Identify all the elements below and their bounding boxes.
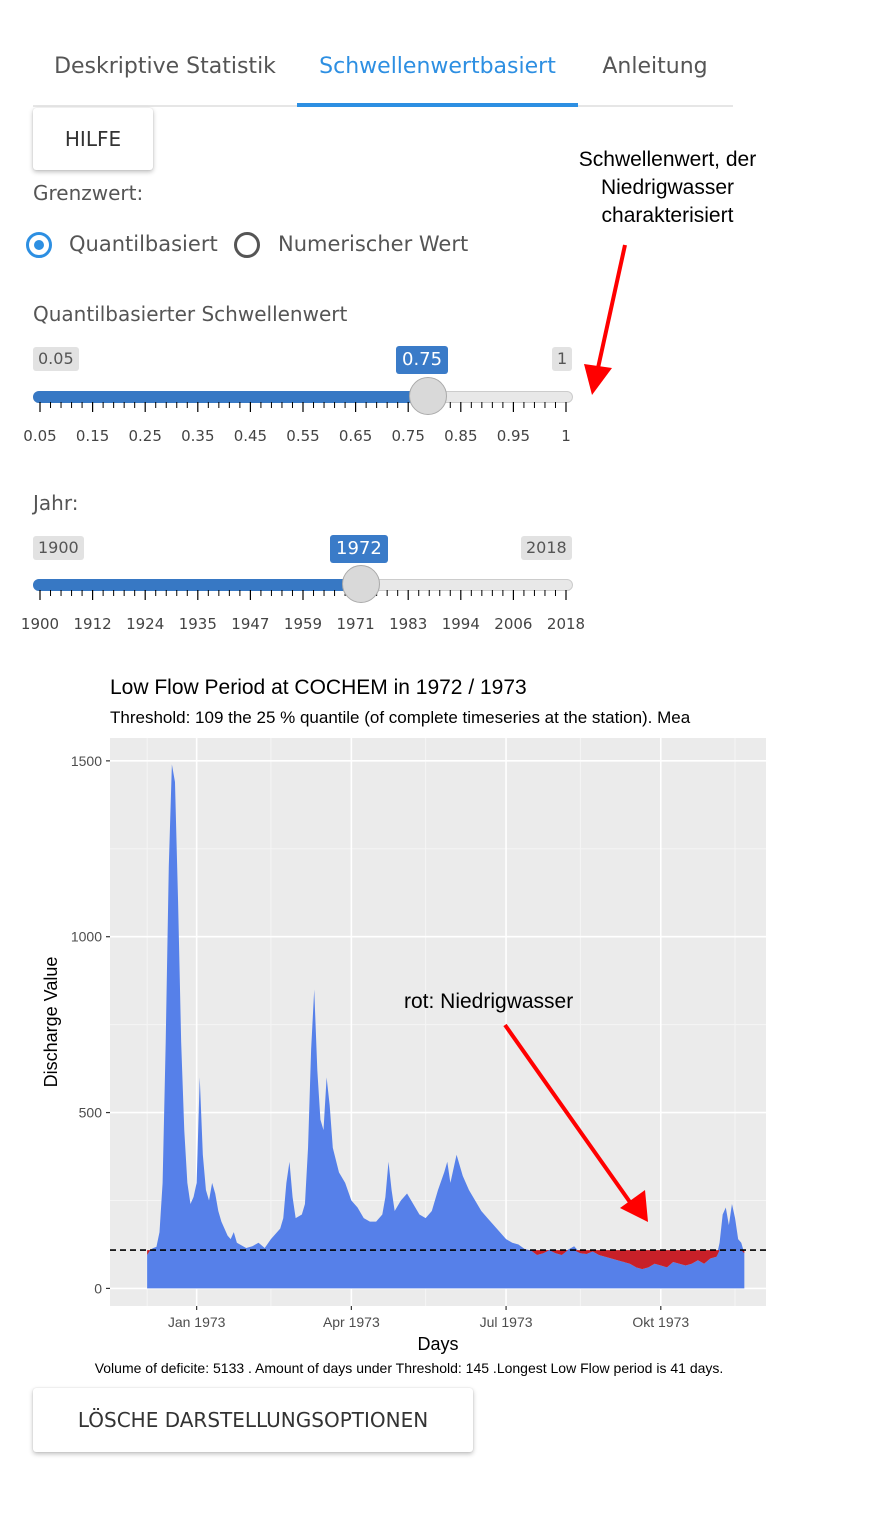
stats-caption: Volume of deficite: 5133 . Amount of day…	[94, 1360, 724, 1376]
y-tick-label: 2006	[494, 615, 533, 633]
quantile-slider-ticks	[39, 402, 567, 412]
low-water-annotation: rot: Niedrigwasser	[404, 990, 573, 1013]
y-tick-label: 0	[94, 1280, 102, 1296]
deficit-area	[147, 1250, 745, 1270]
y-tick-label: 2018	[546, 615, 586, 633]
year-slider-max: 2018	[521, 536, 572, 560]
radio-quantile[interactable]	[26, 232, 52, 258]
radio-quantile-label[interactable]: Quantilbasiert	[69, 232, 218, 256]
x-tick-label: Apr 1973	[323, 1314, 380, 1330]
y-tick-label: 1971	[336, 615, 375, 633]
threshold-annotation: Schwellenwert, der Niedrigwasser charakt…	[578, 148, 757, 227]
y-tick-label: 1900	[20, 615, 60, 633]
chart-title: Low Flow Period at COCHEM in 1972 / 1973	[110, 676, 527, 699]
y-tick-label: 1000	[71, 929, 102, 945]
q-tick-label: 0.35	[181, 427, 215, 445]
y-tick-label: 1994	[441, 615, 480, 633]
quantile-slider-label: Quantilbasierter Schwellenwert	[33, 302, 348, 326]
q-tick-label: 0.15	[75, 427, 110, 445]
year-slider-label: Jahr:	[33, 491, 79, 515]
quantile-slider-value: 0.75	[396, 346, 449, 374]
threshold-annotation-arrow	[584, 244, 627, 395]
year-slider-min: 1900	[33, 536, 84, 560]
y-tick-label: 1947	[231, 615, 270, 633]
radio-numeric[interactable]	[234, 232, 260, 258]
low-flow-chart: Low Flow Period at COCHEM in 1972 / 1973…	[41, 676, 766, 1354]
tab-threshold-based[interactable]: Schwellenwertbasiert	[319, 54, 556, 79]
q-tick-label: 1	[561, 427, 571, 445]
q-tick-label: 0.25	[128, 427, 162, 445]
x-axis-label: Days	[417, 1334, 458, 1354]
q-tick-label: 0.85	[444, 427, 478, 445]
low-water-annotation-arrowhead	[620, 1190, 648, 1222]
q-tick-label: 0.45	[233, 427, 268, 445]
q-tick-label: 0.65	[338, 427, 373, 445]
chart-subtitle: Threshold: 109 the 25 % quantile (of com…	[110, 708, 691, 727]
y-tick-label: 500	[79, 1105, 103, 1121]
help-button[interactable]: HILFE	[33, 108, 153, 170]
q-tick-label: 0.05	[23, 427, 57, 445]
q-tick-label: 0.75	[391, 427, 425, 445]
q-tick-label: 0.95	[496, 427, 531, 445]
quantile-slider-min: 0.05	[33, 347, 79, 371]
quantile-slider-max: 1	[552, 347, 573, 371]
tab-instructions[interactable]: Anleitung	[602, 54, 708, 79]
q-tick-label: 0.55	[286, 427, 320, 445]
y-axis-label: Discharge Value	[41, 957, 61, 1088]
y-tick-label: 1924	[126, 615, 165, 633]
low-water-annotation-arrow	[503, 1023, 634, 1207]
discharge-area	[147, 764, 745, 1289]
y-tick-label: 1935	[178, 615, 217, 633]
radio-numeric-label[interactable]: Numerischer Wert	[278, 232, 469, 256]
x-tick-label: Jan 1973	[168, 1314, 226, 1330]
y-tick-label: 1912	[73, 615, 112, 633]
reset-display-options-button[interactable]: LÖSCHE DARSTELLUNGSOPTIONEN	[33, 1388, 473, 1452]
year-slider-value: 1972	[330, 535, 388, 563]
x-tick-label: Okt 1973	[632, 1314, 689, 1330]
y-tick-label: 1500	[71, 753, 102, 769]
tab-descriptive-statistics[interactable]: Deskriptive Statistik	[54, 54, 276, 79]
quantile-slider-handle[interactable]	[408, 377, 447, 415]
y-tick-label: 1959	[283, 615, 323, 633]
active-tab-indicator	[297, 103, 578, 107]
year-slider-ticks	[39, 590, 567, 600]
limit-label: Grenzwert:	[33, 181, 144, 205]
year-slider-fill	[33, 579, 361, 591]
year-slider-handle[interactable]	[341, 565, 380, 603]
quantile-slider-fill	[33, 391, 428, 403]
x-tick-label: Jul 1973	[480, 1314, 533, 1330]
y-tick-label: 1983	[389, 615, 428, 633]
